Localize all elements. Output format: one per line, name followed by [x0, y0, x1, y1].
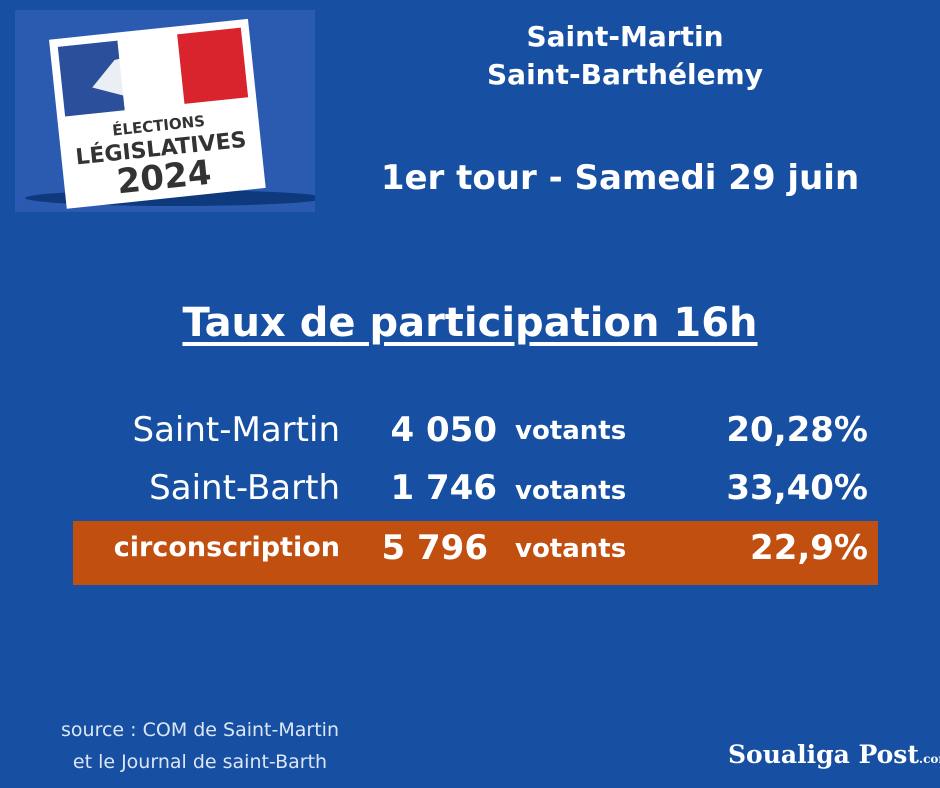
- brand-name: Soualiga Post: [728, 740, 919, 769]
- row-rate: 22,9%: [750, 528, 868, 568]
- brand-suffix: .com: [918, 752, 940, 766]
- table-row: circonscription 5 796 votants 22,9%: [0, 528, 940, 588]
- title: Taux de participation 16h: [182, 300, 758, 346]
- brand: Soualiga Post.com: [728, 740, 940, 769]
- row-label: Saint-Barth: [149, 468, 340, 508]
- flag-blue: [57, 40, 125, 117]
- source-line: et le Journal de saint-Barth: [72, 751, 328, 773]
- row-count: 4 050: [390, 410, 497, 450]
- row-unit: votants: [515, 476, 627, 506]
- row-unit: votants: [515, 416, 627, 446]
- island-shape: [92, 51, 171, 99]
- source-line: source : COM de Saint-Martin: [61, 719, 339, 741]
- logo: ÉLECTIONS LÉGISLATIVES 2024: [15, 10, 315, 212]
- flag-red: [177, 27, 249, 104]
- table-row: Saint-Barth 1 746 votants 33,40%: [0, 468, 940, 528]
- row-unit: votants: [515, 534, 627, 564]
- row-label: Saint-Martin: [132, 410, 341, 450]
- row-count: 1 746: [390, 468, 497, 508]
- row-rate: 33,40%: [726, 468, 868, 508]
- row-rate: 20,28%: [726, 410, 868, 450]
- row-label: circonscription: [113, 532, 340, 563]
- header-place: Saint-Barthélemy: [487, 58, 763, 91]
- source: source : COM de Saint-Martin et le Journ…: [30, 714, 370, 778]
- highlight-row: [73, 521, 878, 585]
- table-row: Saint-Martin 4 050 votants 20,28%: [0, 410, 940, 470]
- header-round: 1er tour - Samedi 29 juin: [380, 158, 860, 198]
- header-place: Saint-Martin: [526, 20, 724, 53]
- row-count: 5 796: [381, 528, 488, 568]
- logo-year: 2024: [115, 153, 213, 203]
